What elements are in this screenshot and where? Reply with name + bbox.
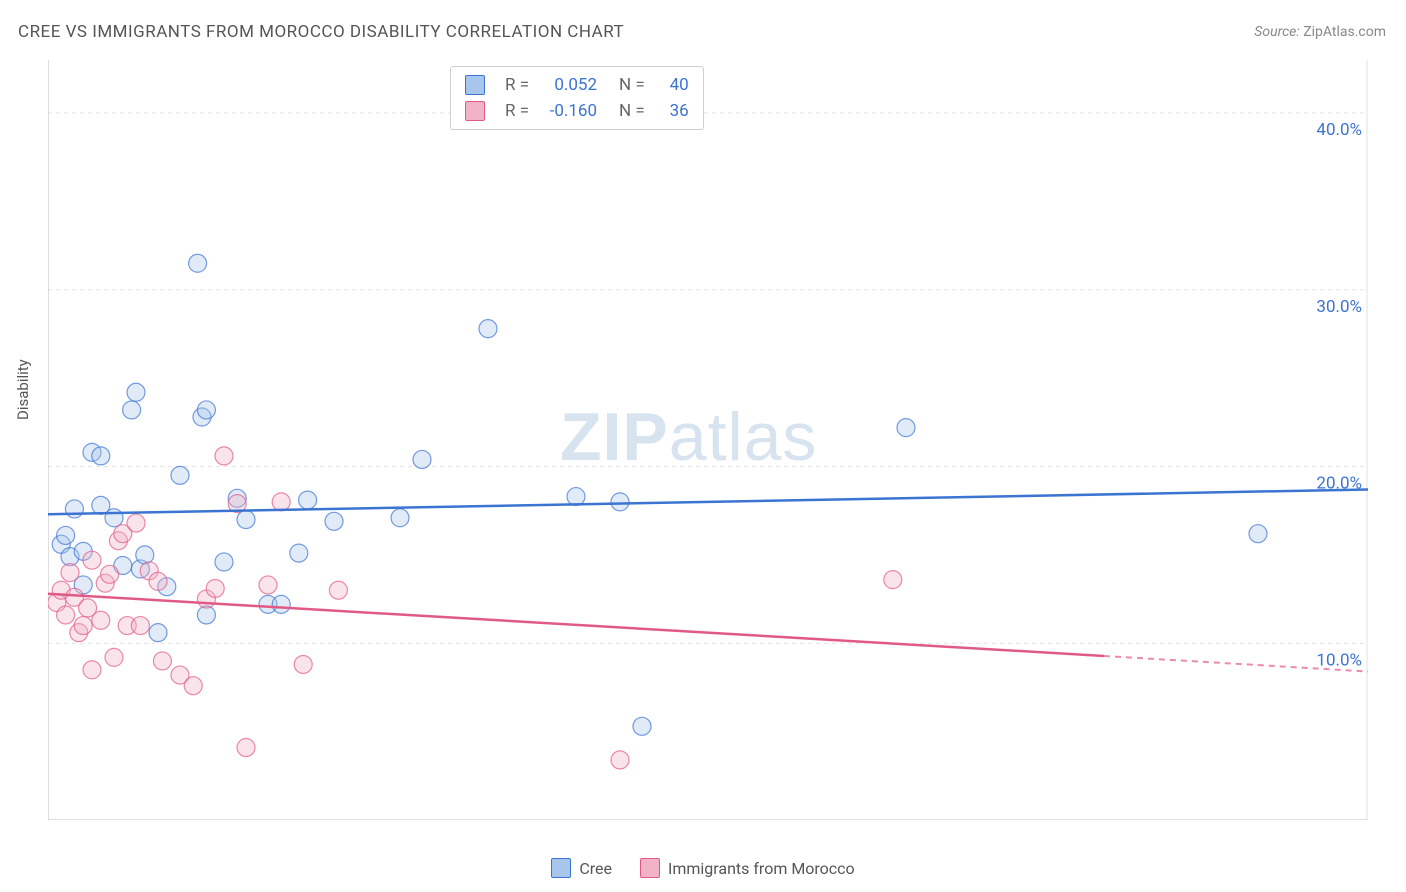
scatter-point <box>237 739 255 757</box>
r-value: 0.052 <box>539 72 597 98</box>
scatter-point <box>171 466 189 484</box>
legend-item: Immigrants from Morocco <box>640 858 855 878</box>
source-credit: Source: ZipAtlas.com <box>1254 24 1386 40</box>
scatter-point <box>1249 525 1267 543</box>
scatter-point <box>272 493 290 511</box>
scatter-point <box>391 509 409 527</box>
scatter-point <box>136 546 154 564</box>
n-label: N = <box>619 98 645 124</box>
scatter-point <box>83 551 101 569</box>
bottom-legend: Cree Immigrants from Morocco <box>0 858 1406 882</box>
legend-swatch <box>640 858 660 878</box>
y-tick-label: 10.0% <box>1316 650 1362 670</box>
scatter-point <box>105 509 123 527</box>
chart-title: CREE VS IMMIGRANTS FROM MOROCCO DISABILI… <box>18 22 624 42</box>
scatter-point <box>206 579 224 597</box>
scatter-point <box>127 514 145 532</box>
legend-swatch <box>465 101 485 121</box>
scatter-point <box>101 565 119 583</box>
scatter-point <box>215 447 233 465</box>
scatter-point <box>57 606 75 624</box>
scatter-point <box>611 751 629 769</box>
plot-area: 10.0%20.0%30.0%40.0%0.0%30.0% <box>48 60 1368 820</box>
scatter-point <box>897 419 915 437</box>
scatter-point <box>61 564 79 582</box>
scatter-point <box>92 447 110 465</box>
scatter-point <box>325 512 343 530</box>
scatter-point <box>189 254 207 272</box>
scatter-point <box>74 617 92 635</box>
r-label: R = <box>505 72 529 98</box>
scatter-point <box>123 401 141 419</box>
y-axis-label: Disability <box>14 359 32 420</box>
scatter-point <box>237 511 255 529</box>
scatter-point <box>413 450 431 468</box>
scatter-point <box>149 624 167 642</box>
scatter-point <box>611 493 629 511</box>
scatter-point <box>57 526 75 544</box>
scatter-point <box>329 581 347 599</box>
legend-swatch <box>551 858 571 878</box>
scatter-point <box>884 571 902 589</box>
legend-label: Immigrants from Morocco <box>668 859 855 878</box>
scatter-point <box>299 491 317 509</box>
source-label: Source: <box>1254 24 1299 40</box>
scatter-point <box>272 595 290 613</box>
stat-legend: R = 0.052 N = 40 R = -0.160 N = 36 <box>450 66 704 130</box>
scatter-point <box>197 606 215 624</box>
r-label: R = <box>505 98 529 124</box>
r-value: -0.160 <box>539 98 597 124</box>
scatter-point <box>197 401 215 419</box>
scatter-point <box>127 383 145 401</box>
scatter-point <box>105 648 123 666</box>
scatter-point <box>479 320 497 338</box>
scatter-point <box>215 553 233 571</box>
stat-legend-row: R = -0.160 N = 36 <box>465 98 689 124</box>
legend-label: Cree <box>579 859 612 878</box>
scatter-point <box>567 488 585 506</box>
scatter-point <box>184 677 202 695</box>
scatter-point <box>65 500 83 518</box>
n-label: N = <box>619 72 645 98</box>
legend-item: Cree <box>551 858 612 878</box>
scatter-point <box>290 544 308 562</box>
scatter-svg: 10.0%20.0%30.0%40.0%0.0%30.0% <box>48 60 1368 820</box>
scatter-point <box>294 655 312 673</box>
n-value: 36 <box>655 98 689 124</box>
trend-line <box>48 594 1104 656</box>
scatter-point <box>83 661 101 679</box>
scatter-point <box>149 572 167 590</box>
scatter-point <box>633 717 651 735</box>
scatter-point <box>153 652 171 670</box>
scatter-point <box>131 617 149 635</box>
source-value: ZipAtlas.com <box>1303 24 1386 40</box>
scatter-point <box>92 611 110 629</box>
y-tick-label: 40.0% <box>1316 120 1362 140</box>
scatter-point <box>259 576 277 594</box>
y-tick-label: 30.0% <box>1316 297 1362 317</box>
n-value: 40 <box>655 72 689 98</box>
stat-legend-row: R = 0.052 N = 40 <box>465 72 689 98</box>
legend-swatch <box>465 75 485 95</box>
